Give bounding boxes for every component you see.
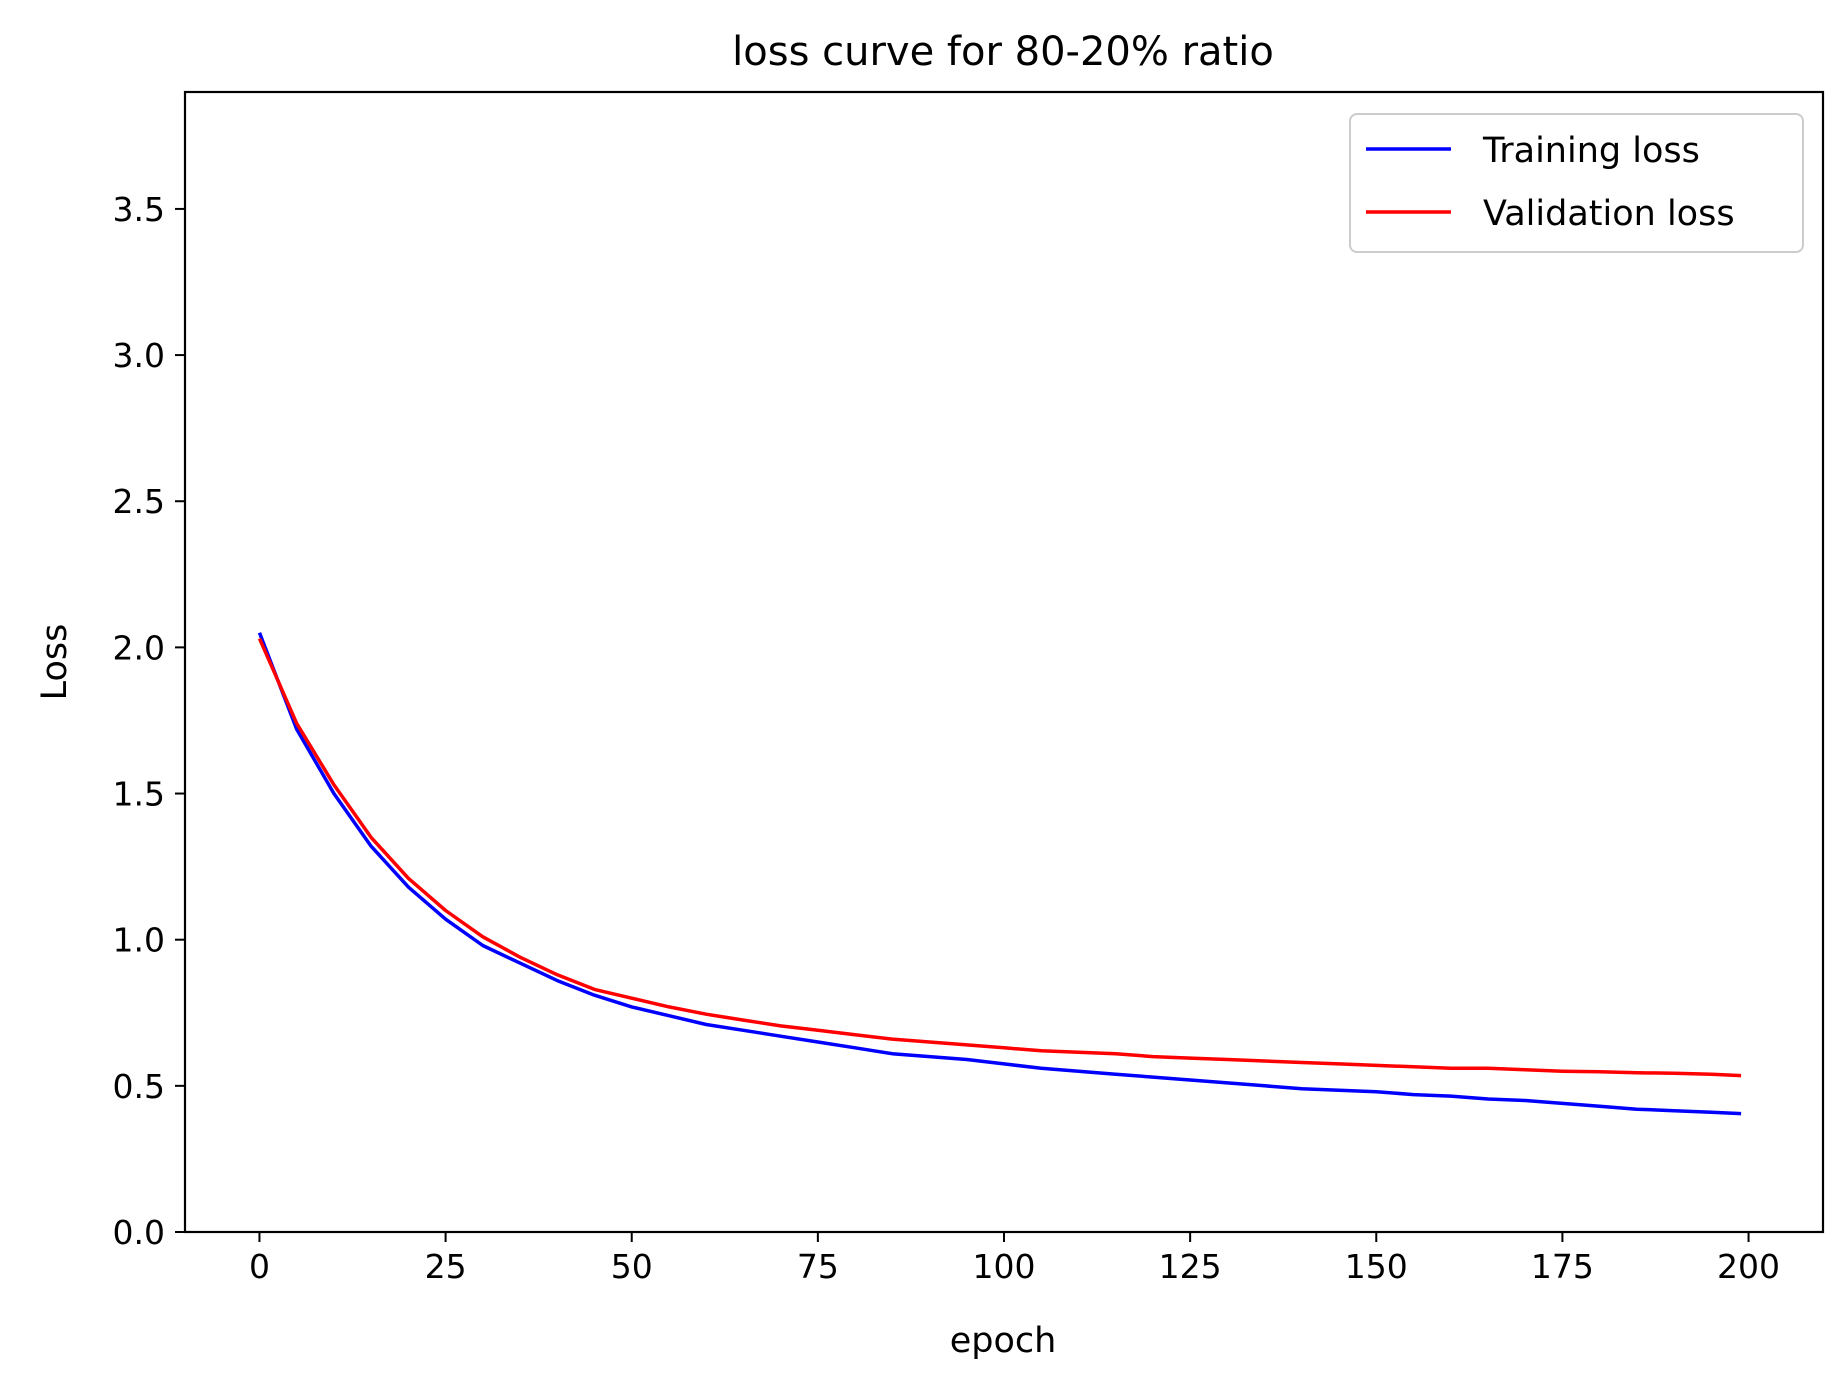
chart-title: loss curve for 80-20% ratio [732, 29, 1274, 75]
plot-frame [183, 90, 1825, 1234]
y-axis-label: Loss [35, 624, 75, 701]
series-line-validation-loss [257, 637, 1742, 1078]
x-tick-label: 125 [1159, 1247, 1222, 1286]
x-tick-label: 175 [1531, 1247, 1594, 1286]
x-tick-label: 200 [1717, 1247, 1780, 1286]
y-tick-label: 0.5 [113, 1067, 165, 1106]
x-tick-label: 50 [611, 1247, 653, 1286]
legend-box [1349, 113, 1804, 253]
y-tick-label: 3.0 [113, 336, 165, 375]
y-tick-label: 0.0 [113, 1213, 165, 1252]
y-tick-label: 2.0 [113, 628, 165, 667]
x-tick-label: 100 [973, 1247, 1036, 1286]
series-layer [257, 632, 1742, 1116]
x-axis-ticks: 0 25 50 75 100 125 150 175 200 [249, 1232, 1780, 1286]
x-axis-label: epoch [950, 1321, 1057, 1361]
legend: Training loss Validation loss [1349, 113, 1804, 253]
x-tick-label: 25 [425, 1247, 467, 1286]
series-line-training-loss [257, 632, 1742, 1116]
y-tick-label: 3.5 [113, 190, 165, 229]
x-tick-label: 0 [249, 1247, 270, 1286]
legend-label-training-loss: Training loss [1482, 131, 1700, 171]
y-tick-label: 1.5 [113, 775, 165, 814]
x-tick-label: 75 [797, 1247, 839, 1286]
x-tick-label: 150 [1345, 1247, 1408, 1286]
legend-label-validation-loss: Validation loss [1483, 194, 1735, 234]
y-tick-label: 2.5 [113, 482, 165, 521]
y-tick-label: 1.0 [113, 921, 165, 960]
y-axis-ticks: 0.0 0.5 1.0 1.5 2.0 2.5 3.0 3.5 [113, 190, 185, 1252]
